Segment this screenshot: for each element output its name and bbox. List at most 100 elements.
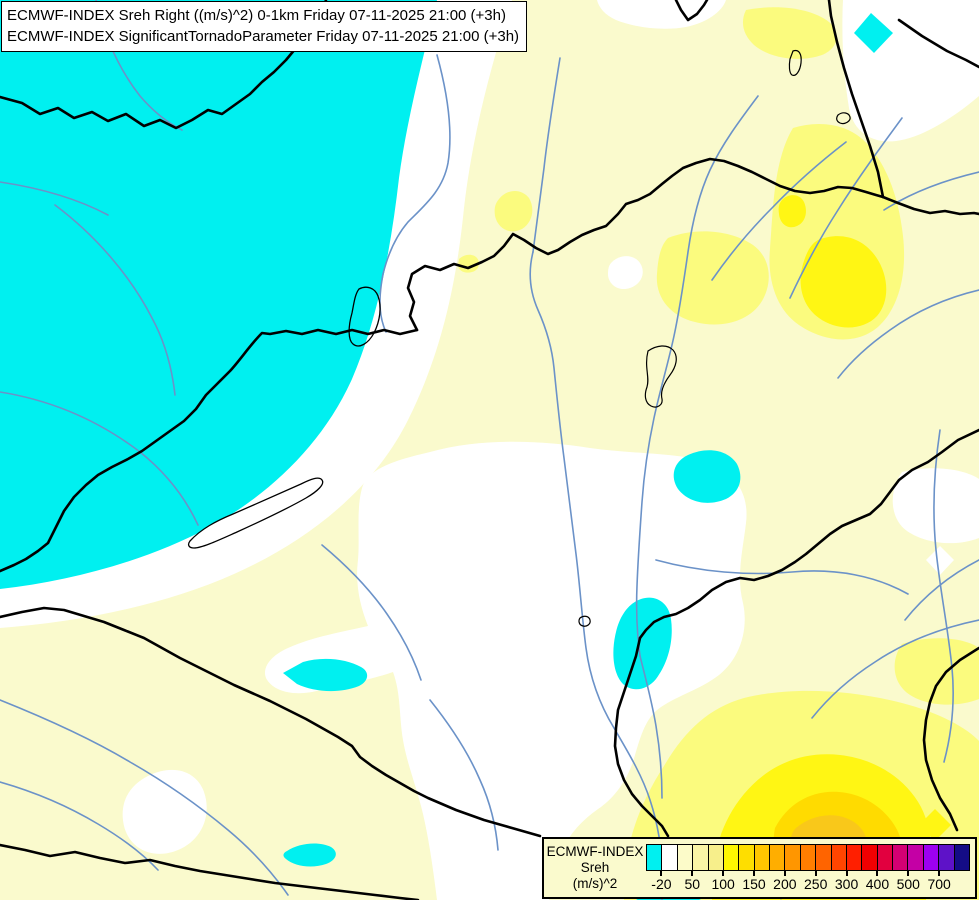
map-title-box: ECMWF-INDEX Sreh Right ((m/s)^2) 0-1km F… (1, 1, 528, 52)
river (837, 289, 979, 379)
colorbar-tick (691, 871, 694, 876)
country-border-east (638, 428, 979, 640)
legend-title-parameter: Sreh (580, 860, 610, 875)
country-border-southwest (0, 606, 542, 838)
lake-outline-small (836, 112, 851, 125)
region-white-central (264, 441, 747, 900)
colorbar-cell (908, 845, 924, 870)
river (711, 141, 847, 281)
country-border-northeast-vertical (827, 0, 885, 199)
colorbar-tick-label: 50 (684, 876, 701, 892)
river-tisza (635, 95, 759, 657)
country-border-south-center (613, 636, 670, 838)
colorbar-tick-label: -20 (651, 876, 672, 892)
river (532, 57, 561, 253)
colorbar-cell (923, 845, 940, 870)
colorbar-tick (814, 871, 817, 876)
colorbar-tick-label: 700 (927, 876, 951, 892)
river (789, 117, 903, 299)
region-cyan-bottom-left-spot (283, 843, 336, 867)
lake-outline-small (644, 345, 677, 408)
region-yellow-small-north (494, 190, 533, 232)
colorbar-cell (662, 845, 678, 870)
colorbar-tick (783, 871, 786, 876)
colorbar-cell (770, 845, 786, 870)
country-border-bottom (0, 843, 420, 900)
colorbar-cell (739, 845, 755, 870)
country-border-southeast (922, 646, 979, 832)
region-white-east (892, 468, 979, 544)
region-cyan-center-blob (673, 450, 741, 503)
river (429, 699, 499, 851)
colorbar-cell (708, 845, 724, 870)
river-sio (321, 544, 422, 681)
river-danube-upper (379, 54, 451, 333)
colorbar-cell (862, 845, 878, 870)
colorbar-tick-label: 150 (742, 876, 766, 892)
colorbar-tick-label: 200 (773, 876, 797, 892)
colorbar-cell (723, 845, 740, 870)
colorbar-ticks: -20 50 100 150 200 250 300 400 500 700 (646, 871, 970, 895)
colorbar-tick (722, 871, 725, 876)
lake-outline-small (788, 49, 802, 76)
legend-title-model: ECMWF-INDEX (546, 844, 644, 859)
colorbar-cell (647, 845, 663, 870)
river (904, 559, 979, 621)
region-yellow-diamond-east (919, 809, 951, 841)
legend: ECMWF-INDEX Sreh (m/s)^2 -20 50 100 150 200 2… (542, 837, 977, 899)
river (0, 391, 199, 526)
river-danube (529, 251, 664, 900)
legend-scale: -20 50 100 150 200 250 300 400 500 700 (646, 844, 970, 897)
colorbar-tick-label: 500 (896, 876, 920, 892)
river (811, 619, 979, 719)
region-white-southwest-spot (122, 769, 207, 854)
river (883, 171, 979, 211)
lake-neusiedl (348, 286, 381, 347)
colorbar-tick (907, 871, 910, 876)
river (0, 699, 289, 896)
colorbar-cell (893, 845, 909, 870)
region-yellow-top-right-corner (742, 7, 837, 59)
region-white-spot-center (608, 256, 643, 290)
colorbar-tick-label: 400 (865, 876, 890, 892)
country-border-west (0, 328, 419, 573)
colorbar-tick-label: 100 (711, 876, 735, 892)
colorbar-cell (816, 845, 832, 870)
lake-balaton (187, 477, 324, 549)
colorbar-cell (785, 845, 801, 870)
colorbar-cell (677, 845, 694, 870)
river (0, 181, 109, 216)
legend-title: ECMWF-INDEX Sreh (m/s)^2 (544, 839, 646, 897)
map-title-line1: ECMWF-INDEX Sreh Right ((m/s)^2) 0-1km F… (7, 7, 506, 24)
river-tisza-lower (639, 655, 663, 799)
country-border-top-notch (674, 0, 709, 22)
colorbar-tick (753, 871, 755, 876)
river (655, 559, 909, 595)
colorbar-cell (754, 845, 770, 870)
colorbar-tick-label: 300 (834, 876, 859, 892)
region-white-diamond-east (926, 546, 954, 575)
colorbar-cell (877, 845, 893, 870)
region-yellow-small-bright (778, 195, 806, 228)
legend-title-units: (m/s)^2 (572, 876, 618, 891)
colorbar-tick (876, 871, 879, 876)
country-border-top-right-diagonal (897, 18, 979, 69)
map-title-line2: ECMWF-INDEX SignificantTornadoParameter … (7, 28, 520, 45)
region-yellow-tiny-border (458, 254, 480, 273)
colorbar-tick (845, 871, 848, 876)
region-cyan-diamond-northeast (854, 13, 893, 53)
river (54, 204, 176, 396)
colorbar-cell (800, 845, 817, 870)
river (933, 429, 954, 763)
region-yellow-northeast-core (800, 236, 887, 328)
colorbar-tick-label: 250 (804, 876, 828, 892)
colorbar-cell (846, 845, 863, 870)
river (0, 781, 159, 871)
colorbar-cell (693, 845, 709, 870)
colorbar-tick (660, 871, 663, 876)
region-yellow-east-mid (894, 638, 979, 705)
